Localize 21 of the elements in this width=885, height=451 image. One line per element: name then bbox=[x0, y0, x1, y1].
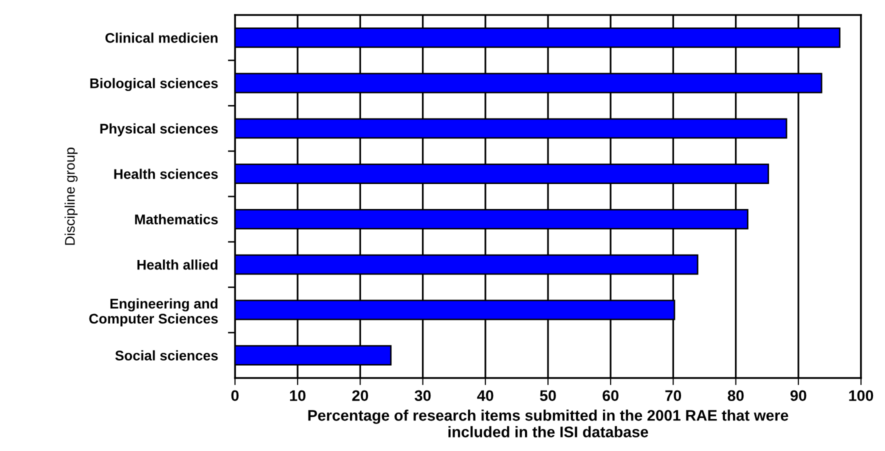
x-tick-label: 60 bbox=[602, 390, 618, 402]
x-tick-label: 90 bbox=[790, 390, 806, 402]
y-tick-label: Biological sciences bbox=[90, 78, 218, 92]
y-tick-label: Mathematics bbox=[135, 214, 218, 224]
x-tick-label: 40 bbox=[477, 390, 494, 402]
x-tick-label: 80 bbox=[728, 390, 744, 402]
x-axis-title: Percentage of research items submitted in the 2001 RAE that were included in the ISI database bbox=[308, 410, 788, 438]
x-tick-label: 10 bbox=[290, 390, 306, 402]
x-tick-label: 70 bbox=[665, 390, 682, 402]
y-tick-label: Physical sciences bbox=[100, 123, 218, 136]
y-tick-label: Social sciences bbox=[115, 350, 218, 360]
y-tick-label: Engineering and Computer Sciences bbox=[89, 298, 218, 326]
x-tick-label: 0 bbox=[231, 390, 239, 402]
y-tick-label: Health allied bbox=[137, 260, 218, 270]
x-tick-label: 50 bbox=[540, 390, 556, 402]
y-tick-label: Clinical medicien bbox=[105, 32, 218, 43]
y-tick-label: Health sciences bbox=[114, 168, 218, 179]
x-tick-label: 30 bbox=[414, 390, 431, 402]
y-axis-title: Discipline group bbox=[64, 148, 78, 245]
x-tick-label: 20 bbox=[352, 390, 368, 402]
x-tick-label: 100 bbox=[849, 390, 874, 402]
